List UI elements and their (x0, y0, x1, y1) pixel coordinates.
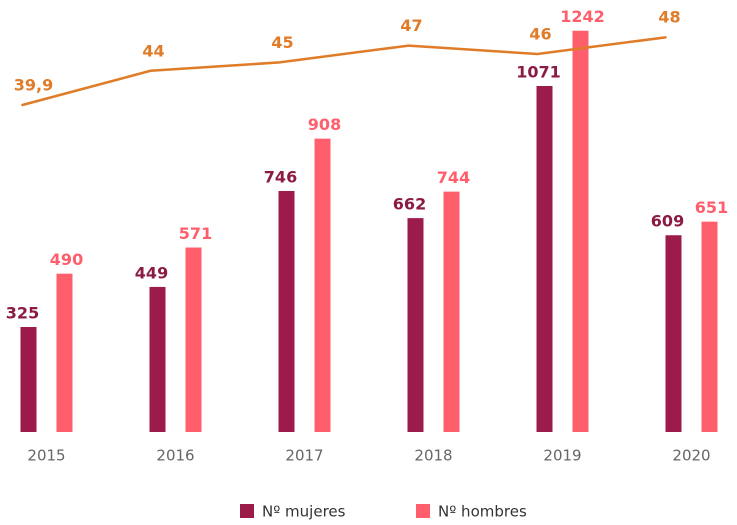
legend-label: Nº mujeres (262, 503, 346, 521)
data-label: 651 (695, 198, 728, 217)
data-label: 1071 (516, 62, 561, 81)
line-label: 39,9 (14, 76, 53, 95)
bar (701, 221, 718, 432)
data-label: 571 (179, 224, 212, 243)
data-label: 908 (308, 115, 341, 134)
line-label: 45 (271, 33, 293, 52)
data-label: 325 (6, 304, 39, 323)
x-tick-label: 2019 (543, 447, 581, 465)
line-label: 48 (658, 8, 680, 27)
x-tick-label: 2015 (27, 447, 65, 465)
x-tick-label: 2018 (414, 447, 452, 465)
line-label: 47 (400, 16, 422, 35)
bar (665, 235, 682, 432)
legend-swatch (240, 504, 254, 518)
legend-swatch (416, 504, 430, 518)
bar (536, 85, 553, 432)
data-label: 746 (264, 167, 297, 186)
line-label: 46 (529, 25, 551, 44)
bar (314, 138, 331, 432)
line (21, 35, 667, 107)
bar (56, 273, 73, 432)
data-label: 1242 (560, 7, 605, 26)
bar (20, 327, 37, 432)
bar (185, 247, 202, 432)
data-label: 609 (651, 212, 684, 231)
data-label: 490 (50, 250, 83, 269)
bar (278, 190, 295, 432)
legend-label: Nº hombres (438, 503, 527, 521)
data-label: 662 (393, 195, 426, 214)
x-tick-label: 2017 (285, 447, 323, 465)
x-tick-label: 2020 (672, 447, 710, 465)
data-label: 449 (135, 263, 168, 282)
line-label: 44 (142, 41, 164, 60)
bar (407, 218, 424, 432)
data-label: 744 (437, 168, 470, 187)
bar (572, 30, 589, 432)
bar (443, 191, 460, 432)
x-tick-label: 2016 (156, 447, 194, 465)
bar (149, 286, 166, 432)
